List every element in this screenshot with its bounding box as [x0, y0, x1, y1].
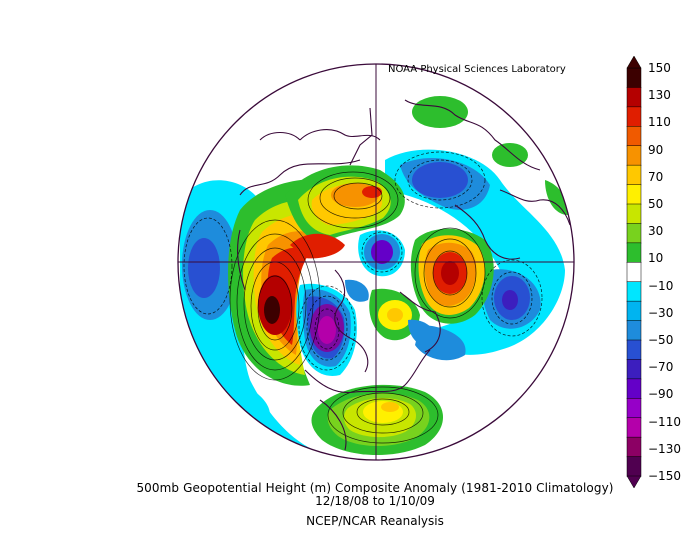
colorbar-segment: [626, 300, 642, 322]
colorbar-segment: [626, 398, 642, 419]
colorbar-segment: [626, 67, 642, 89]
colorbar-segment: [626, 106, 642, 127]
colorbar-segment: [626, 87, 642, 108]
colorbar-label: 70: [648, 169, 664, 184]
colorbar-label: −130: [648, 441, 681, 456]
colorbar-segment: [626, 281, 642, 302]
colorbar-label: 150: [648, 61, 671, 75]
colorbar-segment: [626, 417, 642, 438]
colorbar-label: 10: [648, 251, 664, 266]
colorbar-segment: [626, 164, 642, 186]
colorbar-segment: [626, 359, 642, 380]
colorbar-label: −90: [648, 387, 674, 402]
colorbar-segment: [626, 378, 642, 399]
colorbar-segment: [626, 184, 642, 205]
map-title: 500mb Geopotential Height (m) Composite …: [136, 481, 614, 495]
colorbar-min-arrow: [626, 475, 642, 489]
colorbar-label: 30: [648, 224, 664, 239]
colorbar-segment: [626, 145, 642, 166]
colorbar-segment: [626, 223, 642, 244]
colorbar-label: 110: [648, 115, 671, 130]
colorbar-segment: [626, 456, 642, 477]
colorbar-segment: [626, 436, 642, 458]
colorbar-segment: [626, 262, 642, 283]
colorbar-max-arrow: [626, 55, 642, 69]
data-source: NCEP/NCAR Reanalysis: [306, 514, 444, 528]
siberia-negative-center: [412, 162, 468, 198]
colorbar-label: −110: [648, 414, 681, 429]
colorbar: [626, 55, 642, 489]
colorbar-segment: [626, 126, 642, 147]
colorbar-segment: [626, 339, 642, 361]
polar-negative-center: [371, 240, 393, 264]
colorbar-segment: [626, 320, 642, 341]
colorbar-segment: [626, 203, 642, 225]
colorbar-label: −10: [648, 278, 674, 293]
date-range: 12/18/08 to 1/10/09: [315, 494, 435, 508]
credit-text: NOAA Physical Sciences Laboratory: [388, 64, 566, 75]
colorbar-segment: [626, 242, 642, 263]
colorbar-label: 130: [648, 88, 671, 103]
colorbar-label: 90: [648, 142, 664, 157]
colorbar-label: −150: [648, 469, 681, 483]
colorbar-label: −50: [648, 333, 674, 347]
colorbar-label: −30: [648, 305, 674, 320]
colorbar-label: −70: [648, 360, 674, 375]
colorbar-label: 50: [648, 197, 664, 211]
